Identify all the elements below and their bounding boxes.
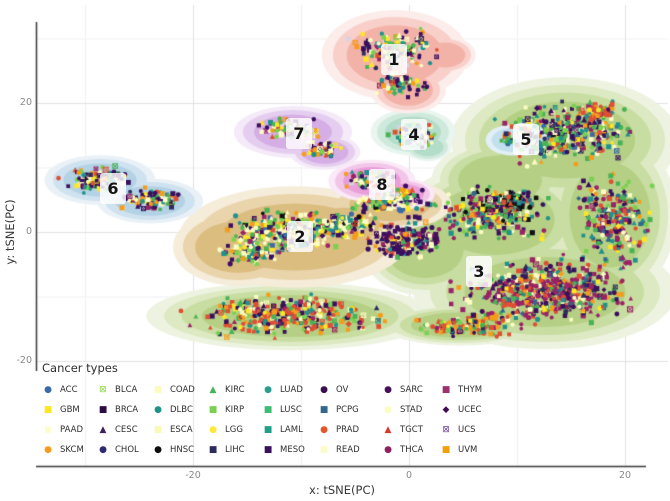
- cluster-label-8: 8: [369, 169, 395, 200]
- legend-marker-laml: ■: [263, 425, 273, 435]
- legend-marker-lusc: ■: [263, 405, 273, 415]
- legend-marker-cesc: ▲: [99, 425, 107, 435]
- legend-label-read: READ: [336, 445, 360, 455]
- y-tick-label: 0: [25, 226, 32, 237]
- legend-label-dlbc: DLBC: [170, 405, 193, 415]
- legend-label-lgg: LGG: [225, 425, 243, 435]
- legend-label-paad: PAAD: [60, 425, 83, 435]
- legend-marker-chol: ●: [99, 445, 107, 455]
- legend-label-cesc: CESC: [115, 425, 138, 435]
- legend-label-stad: STAD: [400, 405, 423, 415]
- legend-marker-kirp: ■: [208, 405, 218, 415]
- legend-title: Cancer types: [42, 361, 118, 375]
- legend-label-luad: LUAD: [280, 385, 303, 395]
- cluster-label-6: 6: [100, 173, 126, 204]
- cluster-label-1: 1: [381, 44, 407, 75]
- legend-marker-lgg: ●: [209, 425, 217, 435]
- legend-label-uvm: UVM: [458, 445, 478, 455]
- legend-label-esca: ESCA: [170, 425, 193, 435]
- legend-label-thym: THYM: [458, 385, 483, 395]
- legend-label-acc: ACC: [60, 385, 78, 395]
- legend-label-ov: OV: [336, 385, 349, 395]
- x-axis-title: x: tSNE(PC): [309, 483, 375, 497]
- legend-label-blca: BLCA: [115, 385, 138, 395]
- legend-label-thca: THCA: [400, 445, 424, 455]
- legend-label-sarc: SARC: [400, 385, 423, 395]
- legend-marker-brca: ■: [98, 405, 108, 415]
- legend-label-ucec: UCEC: [458, 405, 482, 415]
- legend-marker-lihc: ■: [208, 445, 218, 455]
- y-tick-label: 20: [19, 97, 32, 108]
- legend-marker-pcpg: ■: [319, 405, 329, 415]
- legend-marker-prad: ●: [320, 425, 328, 435]
- cluster-label-2: 2: [287, 221, 313, 252]
- x-tick-label: -20: [185, 470, 201, 481]
- legend-marker-acc: ●: [44, 385, 52, 395]
- legend-marker-meso: ■: [263, 445, 273, 455]
- legend-marker-hnsc: ●: [154, 445, 162, 455]
- legend-label-ucs: UCS: [458, 425, 476, 435]
- legend-label-lusc: LUSC: [280, 405, 302, 415]
- legend-marker-luad: ●: [264, 385, 272, 395]
- legend-label-tgct: TGCT: [400, 425, 423, 435]
- legend-label-pcpg: PCPG: [336, 405, 359, 415]
- legend-marker-ov: ●: [320, 385, 328, 395]
- legend-marker-skcm: ●: [44, 445, 52, 455]
- legend-marker-thym: ■: [441, 385, 451, 395]
- legend-marker-sarc: ●: [384, 385, 392, 395]
- legend-label-kirc: KIRC: [225, 385, 245, 395]
- legend-marker-dlbc: ●: [154, 405, 162, 415]
- legend-marker-thca: ●: [384, 445, 392, 455]
- legend-marker-ucs: ⊠: [442, 425, 450, 435]
- legend-marker-tgct: ▲: [384, 425, 392, 435]
- legend-label-kirp: KIRP: [225, 405, 245, 415]
- legend-marker-gbm: ■: [43, 405, 53, 415]
- legend-label-coad: COAD: [170, 385, 195, 395]
- legend-label-prad: PRAD: [336, 425, 360, 435]
- legend-marker-paad: ●: [44, 425, 52, 435]
- legend-label-hnsc: HNSC: [170, 445, 195, 455]
- legend-label-skcm: SKCM: [60, 445, 84, 455]
- x-tick-label: 0: [405, 470, 413, 481]
- x-tick-label: 20: [618, 470, 632, 481]
- legend-label-lihc: LIHC: [225, 445, 245, 455]
- cluster-label-7: 7: [286, 118, 312, 149]
- legend-marker-coad: ■: [153, 385, 163, 395]
- legend-label-brca: BRCA: [115, 405, 139, 415]
- legend-label-laml: LAML: [280, 425, 303, 435]
- legend-marker-kirc: ▲: [209, 385, 217, 395]
- legend-marker-esca: ■: [153, 425, 163, 435]
- y-tick-label: -20: [16, 355, 32, 366]
- legend-marker-stad: ●: [384, 405, 392, 415]
- cluster-label-5: 5: [513, 124, 539, 155]
- legend-marker-read: ■: [319, 445, 329, 455]
- legend-marker-ucec: ◆: [442, 405, 450, 415]
- legend-marker-blca: ⊠: [99, 385, 107, 395]
- legend-label-chol: CHOL: [115, 445, 139, 455]
- cluster-label-4: 4: [401, 119, 427, 150]
- legend-label-gbm: GBM: [60, 405, 80, 415]
- legend-label-meso: MESO: [280, 445, 305, 455]
- legend-marker-uvm: ■: [441, 445, 451, 455]
- cluster-label-3: 3: [466, 256, 492, 287]
